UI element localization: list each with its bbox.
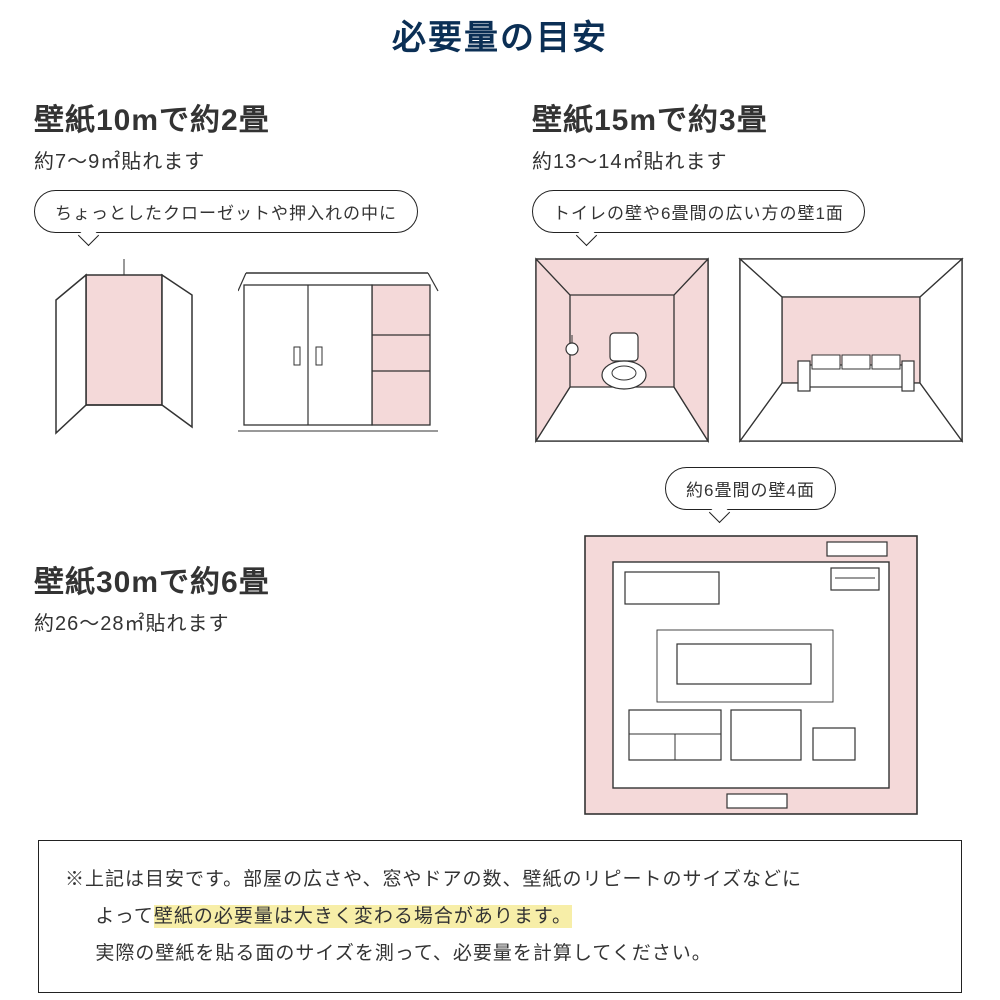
- section-15m: 壁紙15mで約3畳 約13～14㎡貼れます トイレの壁や6畳間の広い方の壁1面: [532, 95, 966, 445]
- section-30m-sub: 約26～28㎡貼れます: [34, 607, 465, 636]
- section-30m-heading: 壁紙30mで約6畳: [34, 557, 465, 601]
- section-30m: 壁紙30mで約6畳 約26～28㎡貼れます: [34, 467, 465, 652]
- note-line-1: ※上記は目安です。部屋の広さや、窓やドアの数、壁紙のリピートのサイズなどに: [65, 861, 935, 898]
- sections-grid: 壁紙10mで約2畳 約7～9㎡貼れます ちょっとしたクローゼットや押入れの中に: [24, 95, 976, 445]
- section-10m-bubble: ちょっとしたクローゼットや押入れの中に: [34, 190, 418, 233]
- note-line-2: よって壁紙の必要量は大きく変わる場合があります。: [65, 898, 935, 935]
- page: 必要量の目安 壁紙10mで約2畳 約7～9㎡貼れます ちょっとしたクローゼットや…: [0, 0, 1000, 993]
- section-15m-sub: 約13～14㎡貼れます: [532, 145, 966, 174]
- room-one-wall-icon: [736, 255, 966, 445]
- oshiire-icon: [238, 255, 448, 435]
- section-15m-bubble: トイレの壁や6畳間の広い方の壁1面: [532, 190, 865, 233]
- section-30m-bubble: 約6畳間の壁4面: [665, 467, 836, 510]
- page-title: 必要量の目安: [24, 10, 976, 59]
- section-10m-heading: 壁紙10mで約2畳: [34, 95, 462, 139]
- section-10m-sub: 約7～9㎡貼れます: [34, 145, 462, 174]
- note-box: ※上記は目安です。部屋の広さや、窓やドアの数、壁紙のリピートのサイズなどに よっ…: [38, 840, 962, 993]
- note-line-3: 実際の壁紙を貼る面のサイズを測って、必要量を計算してください。: [65, 935, 935, 972]
- bottom-row: 壁紙30mで約6畳 約26～28㎡貼れます 約6畳間の壁4面: [24, 445, 976, 822]
- note-highlight: 壁紙の必要量は大きく変わる場合があります。: [154, 905, 572, 928]
- note-line-3-text: 実際の壁紙を貼る面のサイズを測って、必要量を計算してください。: [95, 943, 711, 964]
- section-15m-illustrations: [532, 255, 966, 445]
- section-30m-right: 約6畳間の壁4面: [535, 467, 966, 822]
- toilet-room-icon: [532, 255, 712, 445]
- floorplan-icon: [581, 532, 921, 822]
- section-10m-illustrations: [34, 255, 462, 435]
- section-15m-heading: 壁紙15mで約3畳: [532, 95, 966, 139]
- section-10m: 壁紙10mで約2畳 約7～9㎡貼れます ちょっとしたクローゼットや押入れの中に: [34, 95, 462, 445]
- closet-open-icon: [34, 255, 214, 435]
- note-line-2-pre: よって: [95, 906, 153, 927]
